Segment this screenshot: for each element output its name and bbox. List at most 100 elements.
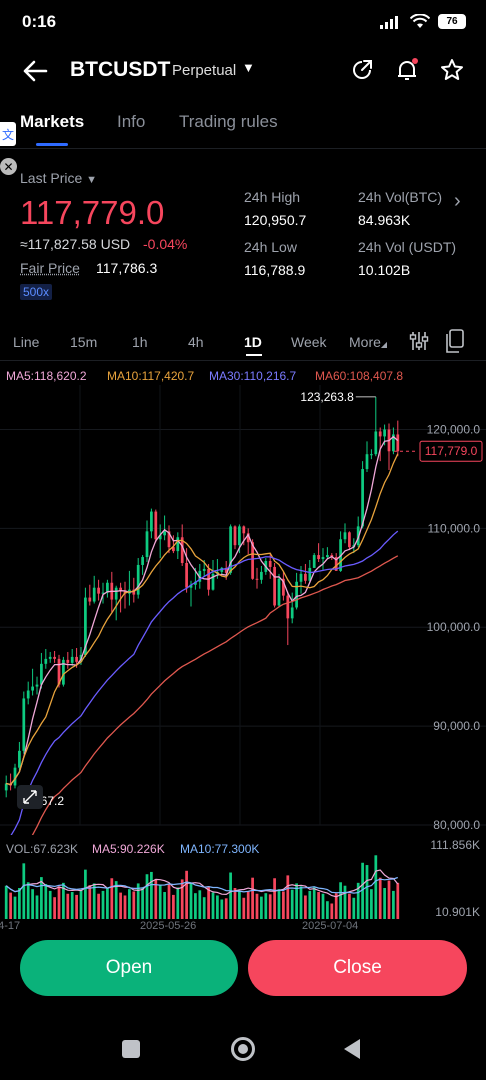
interval-week[interactable]: Week — [291, 334, 327, 350]
volume-bar — [150, 871, 153, 919]
candle-body — [365, 454, 369, 470]
candle-body — [22, 698, 26, 751]
candle-body — [136, 564, 140, 595]
candle-body — [383, 429, 386, 437]
candle-body — [370, 454, 373, 456]
copy-icon[interactable] — [446, 329, 464, 353]
candle-body — [224, 567, 228, 573]
candle-body — [326, 555, 329, 558]
candle-body — [26, 690, 30, 699]
volume-bar — [9, 892, 12, 919]
share-icon[interactable] — [348, 56, 376, 84]
candle-body — [92, 587, 96, 602]
volume-bar — [44, 883, 48, 919]
volume-bar — [180, 879, 184, 919]
candle-body — [189, 584, 193, 588]
back-arrow-icon[interactable] — [20, 56, 50, 86]
volume-bar — [356, 882, 360, 919]
candle-body — [343, 532, 347, 540]
volume-bar — [57, 886, 61, 919]
indicator-settings-icon[interactable] — [409, 330, 429, 352]
star-icon[interactable] — [438, 56, 466, 84]
volume-bar — [229, 872, 232, 919]
candle-body — [290, 607, 294, 619]
candlestick-chart[interactable]: 120,000.0 110,000.0 100,000.0 90,000.0 80,00… — [0, 385, 486, 835]
volume-bar — [304, 895, 307, 919]
candle-body — [35, 684, 39, 687]
candle-body — [392, 434, 395, 452]
last-price-label[interactable]: Last Price ▼ — [20, 170, 98, 186]
interval-1d[interactable]: 1D — [244, 334, 262, 350]
interval-15m[interactable]: 15m — [70, 334, 98, 350]
nav-back-button[interactable] — [344, 1039, 360, 1059]
volume-bar — [238, 890, 241, 919]
volume-bar — [66, 893, 70, 919]
recent-apps-button[interactable] — [122, 1040, 140, 1058]
close-button[interactable]: Close — [248, 940, 467, 996]
volume-bar — [312, 887, 316, 919]
candle-body — [185, 562, 188, 588]
volume-bar — [172, 894, 175, 919]
leverage-badge: 500x — [20, 284, 53, 300]
tab-trading-rules[interactable]: Trading rules — [179, 112, 278, 131]
volume-bar — [374, 855, 378, 919]
fair-price-label[interactable]: Fair Price — [20, 260, 80, 276]
translate-icon[interactable]: 文 — [0, 122, 16, 146]
tab-markets[interactable]: Markets — [20, 112, 85, 131]
open-button[interactable]: Open — [20, 940, 238, 996]
volume-bar — [308, 890, 312, 919]
candle-body — [119, 587, 122, 591]
candle-body — [84, 597, 87, 655]
candle-body — [334, 557, 338, 571]
candle-body — [132, 589, 136, 595]
volume-bar — [145, 874, 149, 919]
symbol-title[interactable]: BTCUSDT — [70, 58, 171, 81]
contract-type[interactable]: Perpetual — [172, 62, 237, 79]
ma60-label: MA60:108,407.8 — [315, 369, 404, 383]
candle-body — [242, 526, 246, 534]
volume-bar — [260, 896, 263, 919]
bell-icon[interactable] — [393, 56, 421, 84]
candle-body — [321, 557, 325, 560]
volume-bar — [255, 893, 259, 919]
current-price-label: 117,779.0 — [425, 444, 478, 458]
tab-info[interactable]: Info — [117, 112, 146, 131]
candle-body — [246, 533, 250, 543]
wifi-icon — [410, 14, 430, 28]
divider — [0, 360, 486, 361]
candle-body — [180, 537, 184, 563]
stat-24h-low: 116,788.9 — [244, 262, 306, 278]
candle-body — [194, 581, 197, 585]
volume-bar — [194, 893, 197, 919]
price-change-percent: -0.04% — [143, 236, 188, 252]
volume-bar — [220, 899, 224, 919]
interval-1h[interactable]: 1h — [132, 334, 148, 350]
interval-line[interactable]: Line — [13, 334, 40, 350]
candle-body — [114, 587, 118, 600]
ma10-label: MA10:117,420.7 — [107, 369, 195, 383]
candle-body — [268, 561, 272, 567]
y-tick-label: 110,000.0 — [428, 521, 481, 535]
candle-body — [66, 659, 70, 663]
volume-bar — [18, 888, 21, 919]
candle-body — [88, 597, 92, 602]
caret-down-icon[interactable]: ▼ — [242, 60, 255, 75]
candle-body — [312, 555, 316, 568]
signal-icon — [380, 15, 398, 29]
volume-bar — [158, 885, 162, 919]
volume-bar — [396, 882, 400, 919]
divider — [0, 148, 486, 149]
candle-body — [70, 656, 74, 663]
ma60-line — [31, 555, 399, 835]
volume-bar — [4, 885, 8, 919]
candle-body — [277, 578, 281, 606]
interval-4h[interactable]: 4h — [188, 334, 204, 350]
current-price-tag — [419, 440, 483, 462]
close-icon[interactable]: ✕ — [0, 158, 17, 175]
y-tick-label: 90,000.0 — [433, 719, 480, 733]
x-axis-date-label: 04-17 — [0, 920, 20, 930]
chevron-right-icon[interactable]: › — [454, 190, 461, 212]
volume-bar — [224, 898, 228, 919]
interval-more[interactable]: More◢ — [349, 334, 388, 350]
home-button[interactable] — [231, 1037, 255, 1061]
